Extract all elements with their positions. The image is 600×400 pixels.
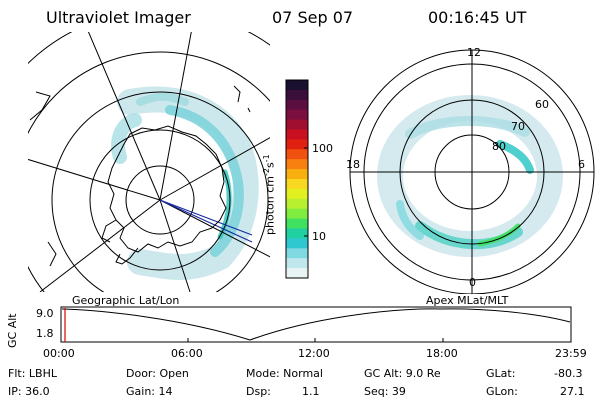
dsp-value: 1.1	[302, 385, 320, 398]
lat-circles-left	[28, 32, 270, 292]
filter-info: Flt: LBHL	[8, 367, 57, 380]
antarctica-coastline	[101, 125, 227, 265]
altitude-curve	[61, 308, 571, 341]
colorbar-gradient	[286, 80, 308, 279]
altitude-x-tick-2359: 23:59	[555, 347, 587, 360]
altitude-x-tick-0000: 00:00	[43, 347, 75, 360]
geographic-caption: Geographic Lat/Lon	[72, 294, 180, 307]
altitude-x-tick-0600: 06:00	[171, 347, 203, 360]
mlat-label-70: 70	[511, 120, 525, 133]
mlt-label-6: 6	[578, 158, 585, 171]
altitude-plot-frame	[60, 306, 572, 343]
colorbar-band	[286, 149, 308, 160]
colorbar-band	[286, 228, 308, 239]
colorbar-tick-label-10: 10	[312, 230, 326, 243]
mlt-label-12: 12	[467, 46, 481, 59]
unit-mid: s	[263, 162, 277, 169]
altitude-axis-label: GC Alt	[6, 313, 19, 348]
colorbar-band	[286, 248, 308, 259]
time-label: 00:16:45 UT	[428, 8, 527, 27]
south-america-coastline	[29, 91, 57, 267]
colorbar-band	[286, 258, 308, 269]
colorbar-band	[286, 80, 308, 91]
gain-info: Gain: 14	[126, 385, 173, 398]
mlt-label-18: 18	[346, 158, 360, 171]
colorbar-band	[286, 238, 308, 249]
magnetic-map	[349, 49, 595, 294]
mlat-label-60: 60	[535, 98, 549, 111]
unit-main: photon cm	[263, 176, 277, 235]
mlt-axes	[350, 50, 594, 294]
mlt-label-0: 0	[469, 276, 476, 289]
glat-value: -80.3	[554, 367, 583, 380]
aurora-oval-left	[111, 86, 259, 280]
dsp-label: Dsp:	[246, 385, 271, 398]
altitude-x-tick-1800: 18:00	[426, 347, 458, 360]
colorbar-band	[286, 198, 308, 210]
colorbar-frame	[285, 79, 309, 279]
mlat-label-80: 80	[492, 140, 506, 153]
colorbar-band	[286, 188, 308, 200]
altitude-y-bottom: 1.8	[36, 327, 54, 340]
seq-info: Seq: 39	[364, 385, 406, 398]
colorbar-band	[286, 129, 308, 140]
gc-alt-info: GC Alt: 9.0 Re	[364, 367, 441, 380]
glon-value: 27.1	[560, 385, 585, 398]
colorbar	[285, 79, 309, 279]
colorbar-band	[286, 159, 308, 170]
colorbar-band	[286, 99, 308, 111]
colorbar-band	[286, 109, 308, 121]
unit-sup2: -1	[262, 154, 271, 163]
colorbar-unit-label: photon cm-2s-1	[262, 154, 277, 235]
door-info: Door: Open	[126, 367, 189, 380]
instrument-title: Ultraviolet Imager	[46, 8, 191, 27]
aurora-oval-right	[377, 95, 563, 257]
altitude-y-top: 9.0	[36, 307, 54, 320]
island-outline	[233, 85, 251, 113]
colorbar-tick-label-100: 100	[312, 142, 333, 155]
mode-info: Mode: Normal	[246, 367, 323, 380]
glat-label: GLat:	[486, 367, 516, 380]
colorbar-band	[286, 119, 308, 131]
magnetic-caption: Apex MLat/MLT	[426, 294, 509, 307]
colorbar-band	[286, 89, 308, 101]
colorbar-band	[286, 169, 308, 180]
colorbar-band	[286, 218, 308, 230]
colorbar-band	[286, 139, 308, 150]
altitude-plot	[60, 306, 572, 343]
satellite-track	[159, 199, 253, 243]
glon-label: GLon:	[486, 385, 518, 398]
geographic-map	[28, 32, 270, 292]
altitude-x-tick-1200: 12:00	[298, 347, 330, 360]
altitude-x-ticks	[187, 338, 444, 342]
colorbar-band	[286, 179, 308, 190]
date-label: 07 Sep 07	[272, 8, 354, 27]
meridians-left	[28, 32, 270, 292]
colorbar-band	[286, 268, 308, 279]
ip-info: IP: 36.0	[8, 385, 50, 398]
unit-sup1: -2	[262, 168, 271, 177]
colorbar-band	[286, 208, 308, 220]
